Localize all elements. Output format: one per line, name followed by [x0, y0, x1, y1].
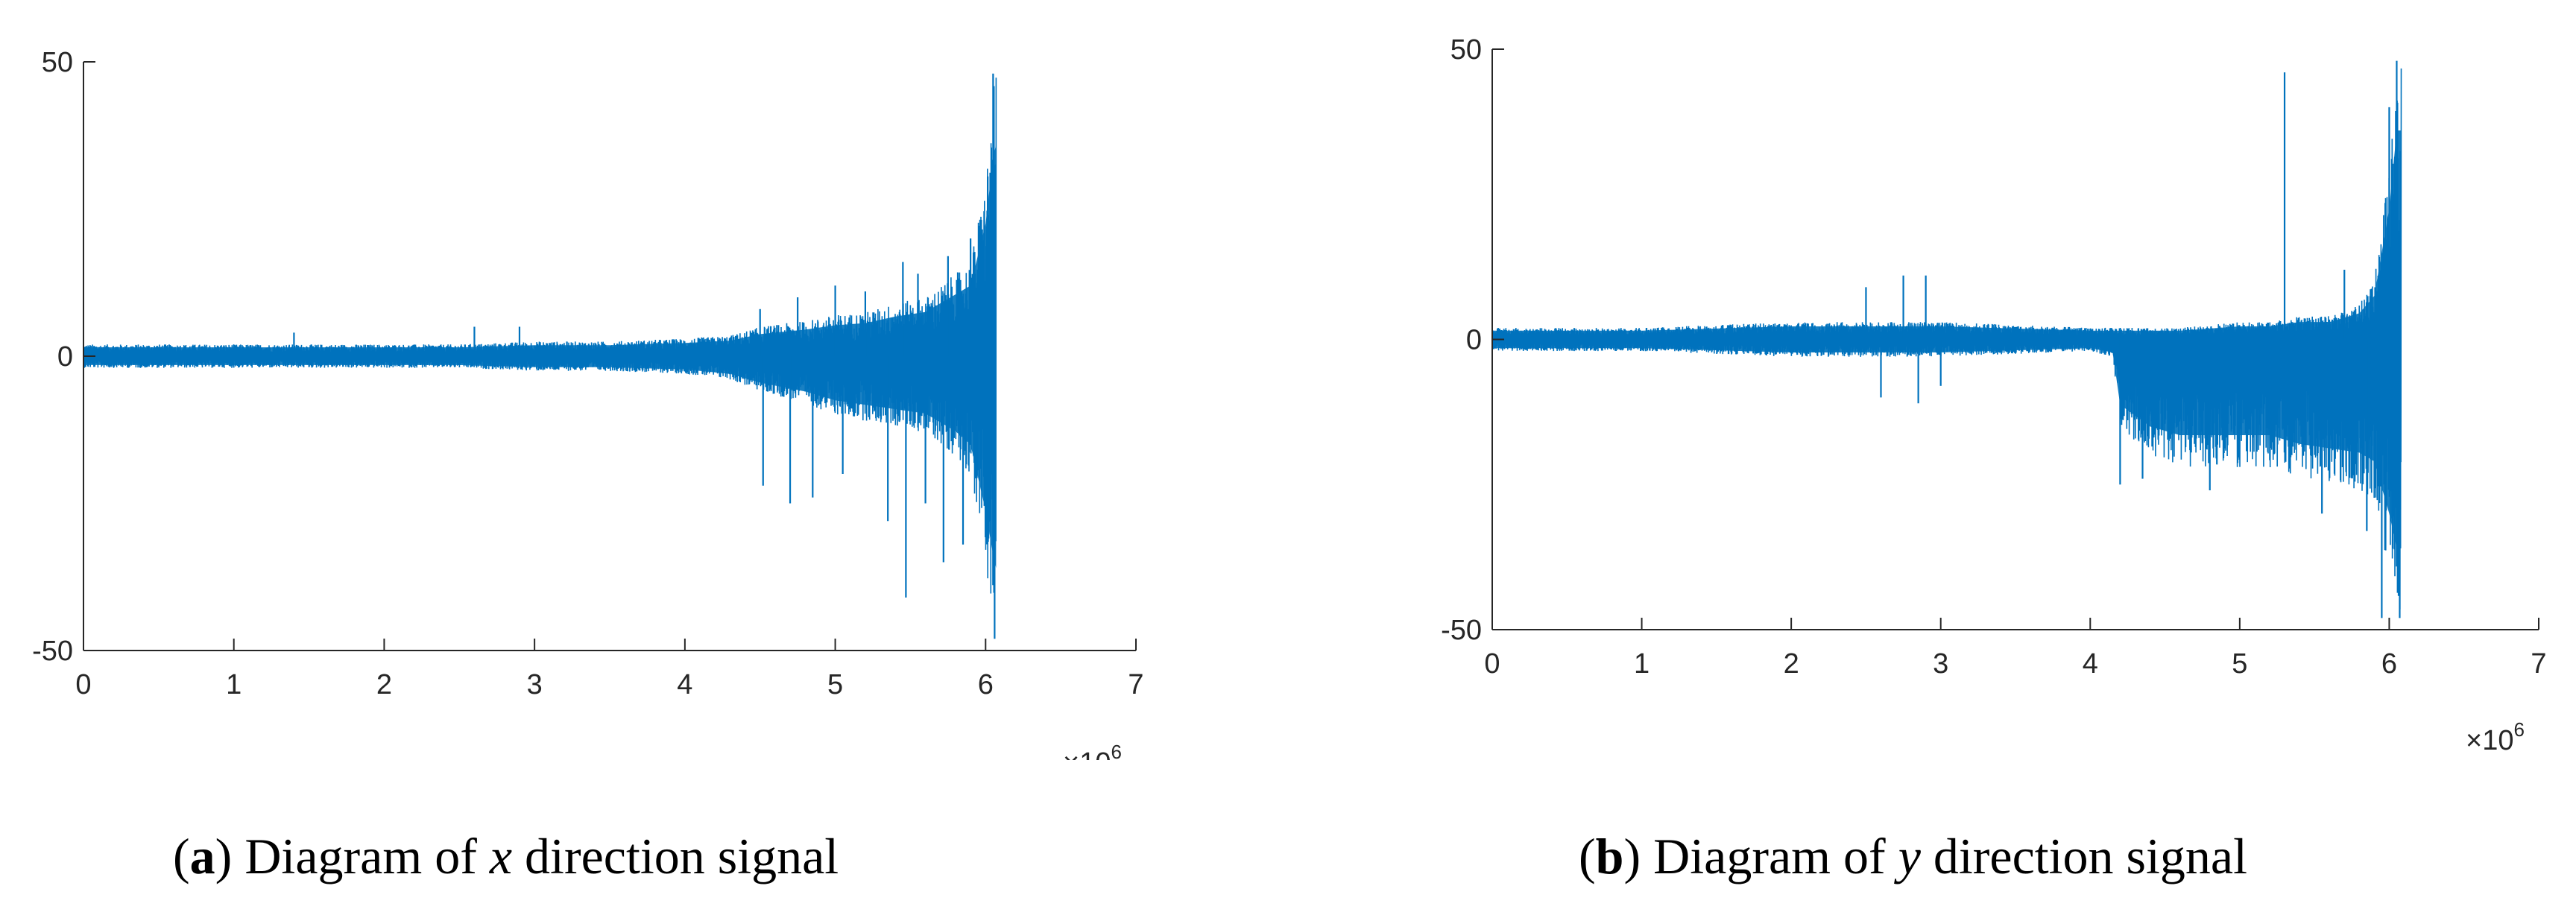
caption-b-variable: y: [1898, 828, 1921, 884]
x-tick-label: 4: [2083, 648, 2098, 680]
caption-a-variable: x: [489, 828, 513, 884]
x-tick-label: 7: [2531, 648, 2546, 680]
panel-b: 0 1 2 3 4 5 6 7 50 0 -50 ×106: [1288, 0, 2576, 764]
x-tick-label: 0: [75, 669, 91, 700]
x-tick-label: 6: [2381, 648, 2397, 680]
x-multiplier-exponent: 6: [2513, 718, 2524, 741]
x-tick-label: 3: [527, 669, 543, 700]
y-tick-label: 50: [1450, 34, 1482, 66]
signal-dense-band: [1492, 130, 2402, 548]
caption-b-tag: b: [1595, 828, 1624, 884]
caption-a-tag: a: [189, 828, 215, 884]
x-tick-label: 3: [1933, 648, 1948, 680]
x-multiplier: ×106: [1063, 741, 1122, 760]
caption-a-prefix: Diagram of: [244, 828, 490, 884]
x-tick-label: 7: [1128, 669, 1143, 700]
x-multiplier-exponent: 6: [1111, 741, 1121, 760]
caption-b: (b) Diagram of y direction signal: [1579, 828, 2247, 884]
y-tick-label: 0: [1466, 325, 1482, 356]
x-tick-label: 2: [1784, 648, 1799, 680]
x-tick-label: 0: [1484, 648, 1500, 680]
y-tick-label: 0: [57, 341, 73, 373]
x-tick-label: 5: [2232, 648, 2247, 680]
caption-a-suffix: direction signal: [512, 828, 839, 884]
x-tick-label: 2: [376, 669, 392, 700]
x-tick-label: 6: [978, 669, 994, 700]
signal-dense-band: [83, 144, 997, 569]
x-tick-label: 5: [827, 669, 843, 700]
x-tick-label: 1: [1634, 648, 1650, 680]
caption-a: (a) Diagram of x direction signal: [173, 828, 839, 884]
y-tick-label: -50: [32, 636, 73, 667]
x-tick-label: 4: [677, 669, 692, 700]
y-tick-label: -50: [1441, 615, 1482, 646]
y-tick-label: 50: [42, 47, 73, 78]
x-multiplier: ×106: [2466, 718, 2525, 756]
caption-b-prefix: Diagram of: [1653, 828, 1898, 884]
x-tick-label: 1: [226, 669, 242, 700]
caption-b-suffix: direction signal: [1920, 828, 2247, 884]
